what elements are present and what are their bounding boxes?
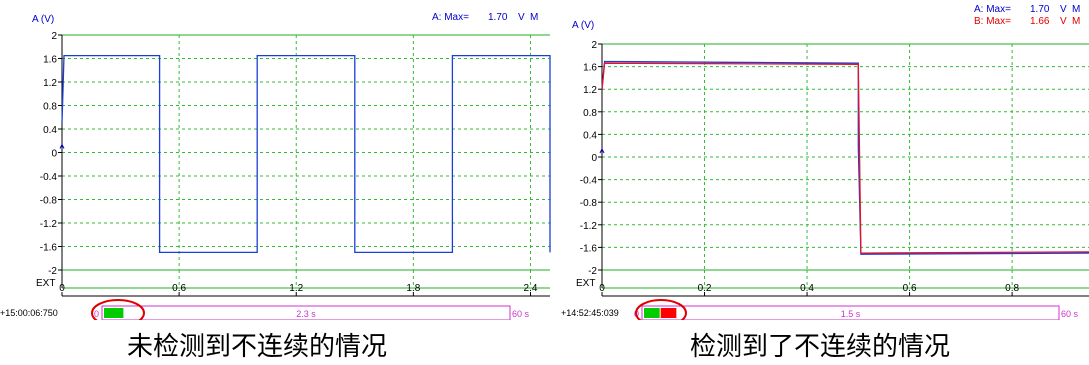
x-tick-label: 0.8 bbox=[1005, 283, 1019, 294]
y-tick-label: -1.2 bbox=[580, 221, 598, 232]
y-tick-label: 0.8 bbox=[583, 108, 597, 119]
series-line bbox=[601, 62, 1089, 254]
y-tick-label: 1.6 bbox=[43, 55, 57, 66]
x-tick-label: 1.2 bbox=[289, 283, 303, 294]
x-tick-label: 1.8 bbox=[406, 283, 420, 294]
series-line bbox=[61, 54, 551, 254]
scroll-end-label: 60 s bbox=[1061, 309, 1079, 319]
y-tick-label: 0 bbox=[51, 149, 57, 160]
y-tick-label: 2 bbox=[51, 31, 57, 42]
y-axis-title: A (V) bbox=[32, 14, 54, 25]
time-scroll-bar bbox=[101, 305, 511, 320]
header-suffix: M bbox=[530, 12, 538, 23]
scroll-middle-label: 1.5 s bbox=[841, 309, 861, 319]
x-tick-label: 2.4 bbox=[524, 283, 538, 294]
ext-label: EXT bbox=[36, 278, 55, 289]
zero-marker-icon bbox=[599, 147, 605, 154]
caption-undetected: 未检测到不连续的情况 bbox=[127, 332, 388, 362]
x-tick-label: 0 bbox=[599, 283, 605, 294]
x-tick-label: 0.6 bbox=[903, 283, 917, 294]
scroll-fill-segment bbox=[104, 308, 124, 318]
y-tick-label: -2 bbox=[588, 266, 597, 277]
y-tick-label: -0.8 bbox=[40, 196, 58, 207]
time-scroll-bar bbox=[641, 305, 1060, 320]
ext-label: EXT bbox=[576, 278, 595, 289]
header-suffix: M bbox=[1072, 4, 1080, 15]
y-tick-label: -2 bbox=[48, 266, 57, 277]
header-suffix: M bbox=[1072, 16, 1080, 27]
y-tick-label: -1.2 bbox=[40, 219, 58, 230]
scroll-end-label: 60 s bbox=[512, 309, 530, 319]
header-label: A: Max= bbox=[432, 12, 469, 23]
y-tick-label: 1.6 bbox=[583, 63, 597, 74]
zero-marker-icon bbox=[59, 143, 65, 149]
highlight-oval bbox=[91, 299, 145, 320]
y-tick-label: -1.6 bbox=[40, 243, 58, 254]
y-tick-label: 1.2 bbox=[43, 78, 57, 89]
scroll-start-label: 0 bbox=[94, 309, 99, 319]
y-tick-label: -0.8 bbox=[580, 198, 598, 209]
x-tick-label: 0.2 bbox=[698, 283, 712, 294]
header-unit: V bbox=[1060, 16, 1067, 27]
y-tick-label: 0.8 bbox=[43, 102, 57, 113]
caption-detected: 检测到了不连续的情况 bbox=[690, 332, 951, 362]
scroll-fill-segment bbox=[644, 308, 660, 318]
x-tick-label: 0.4 bbox=[800, 283, 814, 294]
header-label: A: Max= bbox=[974, 4, 1011, 15]
y-tick-label: 0 bbox=[591, 153, 597, 164]
y-tick-label: -1.6 bbox=[580, 243, 598, 254]
header-label: B: Max= bbox=[974, 16, 1011, 27]
y-tick-label: 1.2 bbox=[583, 85, 597, 96]
scroll-middle-label: 2.3 s bbox=[296, 309, 316, 319]
timestamp: +15:00:06:750 bbox=[0, 308, 58, 318]
y-tick-label: -0.4 bbox=[580, 176, 598, 187]
header-unit: V bbox=[518, 12, 525, 23]
header-value: 1.66 bbox=[1030, 16, 1050, 27]
highlight-oval bbox=[635, 299, 687, 320]
x-tick-label: 0 bbox=[59, 283, 65, 294]
y-tick-label: 2 bbox=[591, 40, 597, 51]
y-tick-label: 0.4 bbox=[583, 130, 597, 141]
y-tick-label: -0.4 bbox=[40, 172, 58, 183]
header-unit: V bbox=[1060, 4, 1067, 15]
header-value: 1.70 bbox=[488, 12, 508, 23]
header-value: 1.70 bbox=[1030, 4, 1050, 15]
y-tick-label: 0.4 bbox=[43, 125, 57, 136]
x-tick-label: 0.6 bbox=[172, 283, 186, 294]
y-axis-title: A (V) bbox=[572, 20, 594, 31]
timestamp: +14:52:45:039 bbox=[561, 308, 619, 318]
scroll-fill-segment bbox=[660, 308, 677, 318]
